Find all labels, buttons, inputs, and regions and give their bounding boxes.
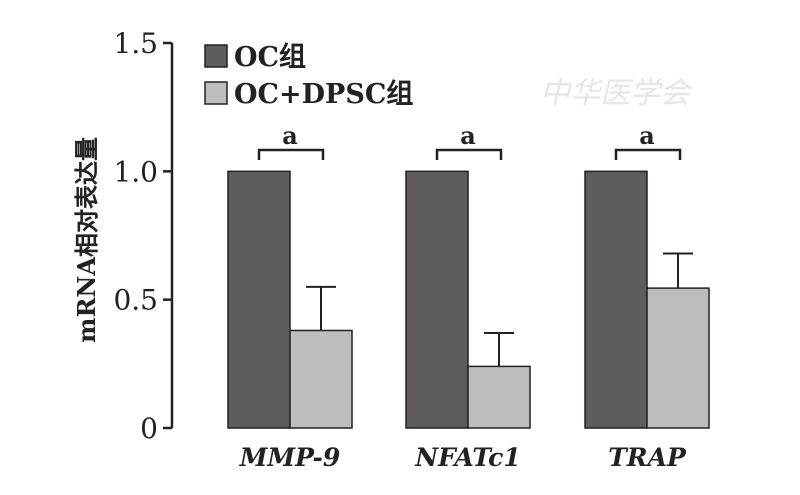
y-tick-label: 0.5 — [113, 284, 158, 317]
significance-bracket — [614, 148, 682, 160]
x-tick-label: NFATc1 — [414, 443, 521, 472]
bar-oc-mmp-9 — [227, 170, 291, 429]
y-tick-label: 1.5 — [113, 27, 158, 60]
significance-bracket — [435, 148, 503, 160]
significance-label: a — [282, 121, 298, 150]
watermark-text: 中华医学会 — [540, 76, 693, 111]
legend-label: OC+DPSC组 — [234, 78, 413, 110]
significance-label: a — [460, 121, 476, 150]
legend-swatch — [204, 44, 228, 68]
bar-oc-trap — [584, 170, 648, 429]
significance-bracket — [257, 148, 325, 160]
bar-oc-dpsc-nfatc1 — [467, 365, 531, 429]
x-tick-label: TRAP — [608, 443, 687, 472]
bar-oc-nfatc1 — [405, 170, 469, 429]
y-tick-label: 1.0 — [113, 155, 158, 188]
significance-label: a — [639, 121, 655, 150]
x-tick-label: MMP-9 — [239, 443, 341, 472]
bar-oc-dpsc-mmp-9 — [289, 329, 353, 429]
legend-swatch — [204, 81, 228, 105]
y-axis-label: mRNA相对表达量 — [72, 137, 101, 343]
y-tick-label: 0 — [140, 412, 158, 445]
bar-oc-dpsc-trap — [646, 287, 710, 429]
legend-label: OC组 — [234, 41, 306, 73]
